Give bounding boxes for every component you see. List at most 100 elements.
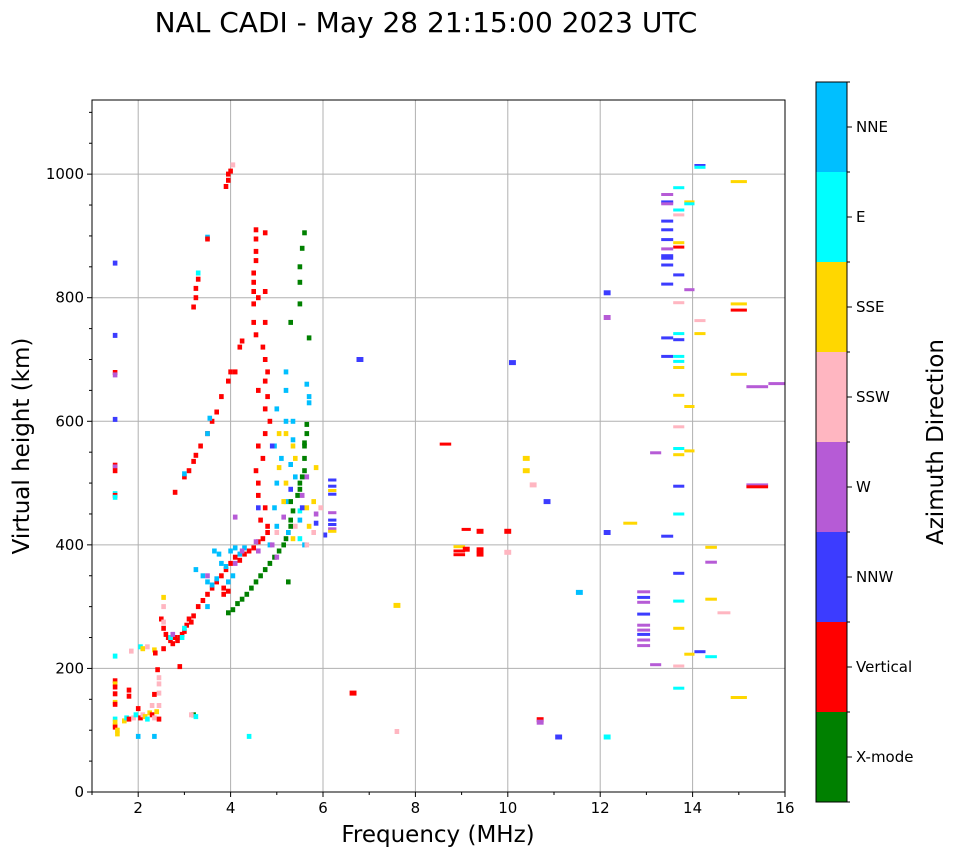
data-point-vertical [262, 319, 268, 325]
data-point-sse [684, 200, 695, 204]
data-point-sse [705, 545, 717, 549]
data-point-nne [207, 415, 213, 421]
data-point-w [239, 548, 245, 554]
x-tick-label: 16 [775, 799, 794, 817]
data-point-sse [290, 443, 296, 449]
data-point-e [246, 733, 252, 739]
data-point-w [299, 492, 305, 498]
data-point-w [637, 600, 651, 604]
data-point-vertical [186, 468, 192, 474]
data-point-nne [205, 431, 210, 437]
data-point-nnw [673, 273, 685, 277]
data-point-e [112, 494, 118, 500]
data-point-ssw [504, 549, 512, 555]
data-point-ssw [156, 703, 162, 708]
data-point-nne [216, 551, 222, 557]
data-point-e [684, 202, 695, 206]
data-point-sse [522, 468, 530, 474]
x-axis-label: Frequency (MHz) [341, 822, 534, 848]
data-point-ssw [311, 530, 316, 535]
data-point-vertical [198, 443, 203, 449]
data-point-nnw [661, 263, 674, 267]
data-point-vertical [126, 716, 132, 722]
data-point-nnw [661, 336, 674, 340]
data-point-vertical [195, 604, 201, 610]
data-point-nne [274, 523, 280, 529]
data-point-x-mode [258, 573, 263, 579]
data-point-vertical [219, 573, 224, 579]
data-point-x-mode [304, 431, 310, 437]
data-point-vertical [135, 706, 141, 712]
data-point-vertical [253, 332, 259, 338]
data-point-x-mode [297, 301, 303, 307]
data-point-sse [276, 431, 282, 437]
data-point-vertical [138, 715, 143, 721]
data-point-x-mode [276, 548, 282, 554]
data-point-vertical [155, 667, 160, 673]
colorbar-label-w: W [856, 478, 871, 496]
data-point-vertical [251, 545, 256, 551]
data-point-ssw [274, 530, 280, 535]
data-point-nnw [603, 530, 611, 535]
data-point-vertical [461, 527, 471, 531]
colorbar-swatch-x-mode [816, 712, 847, 802]
data-point-vertical [179, 631, 185, 637]
data-point-nne [304, 381, 310, 387]
data-point-x-mode [262, 567, 268, 573]
data-point-e [179, 635, 185, 640]
data-point-x-mode [235, 601, 240, 607]
data-point-nne [575, 589, 583, 595]
data-point-sse [684, 652, 695, 656]
data-point-w [112, 372, 118, 378]
data-point-w [650, 663, 662, 667]
data-point-sse [122, 718, 127, 724]
data-point-nnw [603, 290, 611, 296]
data-point-vertical [161, 646, 166, 652]
data-point-ssw [145, 644, 150, 650]
data-point-e [673, 447, 685, 450]
data-point-x-mode [295, 492, 300, 498]
data-point-nnw [673, 571, 685, 575]
data-point-x-mode [302, 440, 307, 446]
data-point-nnw [661, 238, 674, 242]
data-point-nne [290, 418, 296, 424]
colorbar-swatch-nnw [816, 532, 847, 622]
data-point-vertical [746, 485, 769, 489]
data-point-nne [306, 394, 312, 400]
data-point-w [637, 590, 651, 594]
data-point-x-mode [302, 443, 307, 449]
data-point-sse [154, 709, 159, 715]
colorbar-swatch-sse [816, 262, 847, 352]
data-point-vertical [126, 687, 132, 693]
colorbar-swatch-vertical [816, 622, 847, 712]
data-point-x-mode [253, 579, 259, 585]
data-point-x-mode [299, 245, 305, 251]
data-point-nnw [661, 228, 674, 232]
data-point-e [168, 635, 173, 640]
data-point-vertical [228, 168, 233, 174]
data-point-w [256, 548, 261, 554]
data-point-sse [281, 499, 286, 505]
data-point-nnw [328, 478, 337, 482]
x-tick-label: 4 [226, 799, 236, 817]
data-point-w [661, 202, 674, 206]
data-point-e [673, 208, 685, 212]
data-point-nne [274, 480, 280, 486]
data-point-sse [304, 505, 310, 511]
data-point-nne [193, 567, 199, 573]
data-point-sse [115, 727, 120, 733]
data-point-nne [274, 406, 280, 412]
y-axis-label: Virtual height (km) [9, 338, 35, 555]
data-point-w [650, 451, 662, 455]
colorbar-frame [815, 81, 848, 803]
data-point-w [637, 638, 651, 642]
data-point-vertical [226, 171, 231, 177]
data-point-sse [673, 241, 685, 245]
data-point-vertical [226, 378, 231, 384]
data-point-nnw [256, 505, 261, 511]
data-point-x-mode [226, 610, 231, 616]
data-point-e [133, 712, 139, 718]
data-point-vertical [112, 678, 118, 684]
data-point-x-mode [299, 474, 305, 480]
data-point-w [269, 542, 275, 548]
